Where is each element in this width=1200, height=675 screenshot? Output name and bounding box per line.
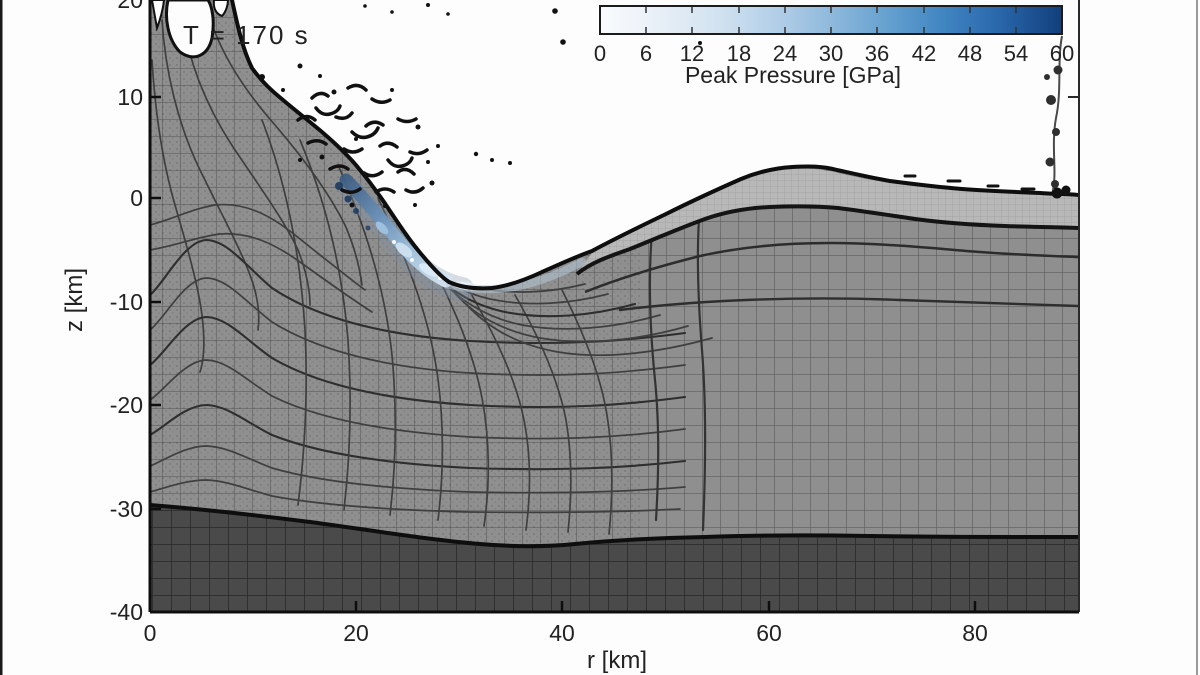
cb-tick-6: 6 [640,41,652,66]
plume-void-blobs [150,0,230,59]
x-tick-60: 60 [756,620,782,646]
colorbar-tick-marks [645,7,1017,33]
y-tick-0: 0 [130,185,143,211]
cb-tick-0: 0 [594,41,606,66]
sediment-lens-layer [575,168,1079,276]
cb-tick-60: 60 [1050,41,1074,66]
x-tick-20: 20 [343,620,369,646]
time-label: T = 170 s [183,20,310,50]
cb-tick-36: 36 [865,41,889,66]
x-axis-label: r [km] [587,647,647,674]
colorbar-label: Peak Pressure [GPa] [685,62,901,88]
cb-tick-54: 54 [1004,41,1028,66]
axes: 20 10 0 -10 -20 -30 -40 0 20 40 60 80 r … [61,0,1080,674]
crust-contour-line [584,241,1079,294]
mantle-layer [149,503,1078,612]
y-tick-20: 20 [117,0,143,13]
y-axis-label: z [km] [61,268,88,332]
surface-debris [903,174,1071,199]
cb-tick-30: 30 [819,41,843,66]
y-tick-n20: -20 [110,392,143,418]
x-tick-0: 0 [144,620,157,646]
ejecta-debris [296,83,429,194]
frame-edge-left [0,0,3,675]
deformed-mesh-lines [150,0,1078,535]
frame-edge-right [1196,0,1198,675]
colorbar: 0 6 12 18 24 30 36 42 48 54 60 Peak Pres… [594,5,1074,88]
colorbar-tick-labels: 0 6 12 18 24 30 36 42 48 54 60 [594,41,1074,66]
cb-tick-42: 42 [912,41,936,66]
x-tick-40: 40 [549,620,575,646]
y-tick-10: 10 [117,84,143,110]
cb-tick-24: 24 [773,41,797,66]
cb-tick-18: 18 [727,41,751,66]
y-tick-n40: -40 [110,599,143,625]
axis-ticks [150,95,977,612]
x-tick-80: 80 [962,620,988,646]
y-tick-n10: -10 [110,289,143,315]
cb-tick-12: 12 [680,41,704,66]
crust-mantle-boundary [149,503,1078,549]
surface-contour [230,0,1080,291]
cb-tick-48: 48 [958,41,982,66]
right-boundary-debris [1044,35,1063,191]
y-tick-n30: -30 [110,496,143,522]
